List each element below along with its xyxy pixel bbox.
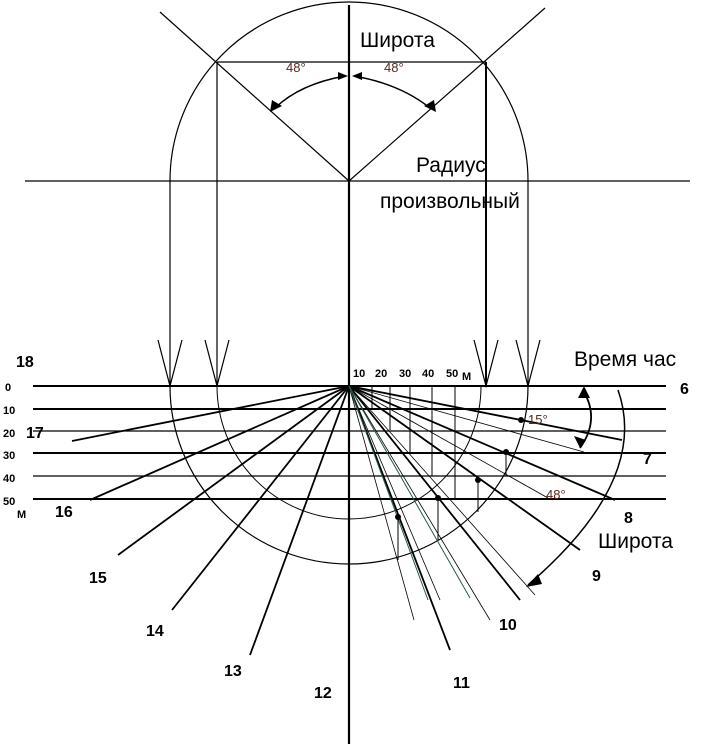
angle-arrow-center-right bbox=[352, 72, 362, 80]
angle-left-label: 48° bbox=[286, 60, 306, 75]
minute-verticals bbox=[371, 386, 456, 499]
angle-arc-left bbox=[274, 75, 346, 109]
hour-label-8: 8 bbox=[624, 510, 633, 527]
hour-label-18: 18 bbox=[16, 354, 34, 371]
hour-label-9: 9 bbox=[592, 568, 601, 585]
angle-arc-right bbox=[353, 75, 431, 109]
marker-ticks bbox=[397, 452, 507, 560]
time-arc-arrow-top bbox=[578, 386, 590, 398]
latitude-label-right: Широта bbox=[598, 530, 673, 553]
outer-lower-ellipse bbox=[169, 386, 529, 565]
angle-right-label: 48° bbox=[384, 60, 404, 75]
angle-arrow-center-left bbox=[338, 72, 348, 80]
angle-arrow-right bbox=[424, 100, 436, 112]
hour-label-7: 7 bbox=[643, 451, 652, 468]
minute-left-10: 10 bbox=[3, 405, 15, 417]
radius-label-line2: произвольный bbox=[380, 190, 520, 213]
hour-label-14: 14 bbox=[146, 623, 164, 640]
latitude-arc-arrow bbox=[526, 574, 542, 587]
hour-label-17: 17 bbox=[26, 425, 44, 442]
angle-48-label: 48° bbox=[546, 487, 566, 502]
hour-label-6: 6 bbox=[680, 381, 689, 398]
minute-left-20: 20 bbox=[3, 428, 15, 440]
minute-top-50: 50 bbox=[446, 368, 458, 380]
minute-top-10: 10 bbox=[353, 368, 365, 380]
time-hour-label: Время час bbox=[574, 348, 676, 371]
radius-label: Радиус bbox=[416, 154, 486, 177]
minute-left-suffix: М bbox=[17, 509, 26, 521]
minute-top-20: 20 bbox=[375, 368, 387, 380]
left-diagonal-line bbox=[159, 11, 350, 182]
time-arc-arrow-bottom bbox=[574, 436, 586, 448]
hour-label-10: 10 bbox=[499, 617, 517, 634]
angle-15-label: 15° bbox=[528, 412, 548, 427]
hour-label-11: 11 bbox=[453, 675, 470, 692]
minute-left-0: 0 bbox=[5, 382, 11, 394]
minute-top-40: 40 bbox=[422, 368, 434, 380]
green-construction-lines bbox=[348, 385, 471, 601]
minute-left-50: 50 bbox=[3, 496, 15, 508]
right-diagonal-line bbox=[348, 7, 546, 182]
outer-arch bbox=[169, 1, 529, 386]
hour-label-16: 16 bbox=[55, 504, 73, 521]
minute-top-30: 30 bbox=[399, 368, 411, 380]
hour-label-12: 12 bbox=[314, 685, 332, 702]
latitude-label-top: Широта bbox=[360, 29, 435, 52]
inner-lower-ellipse bbox=[216, 386, 482, 520]
minute-left-30: 30 bbox=[3, 450, 15, 462]
latitude-arc bbox=[527, 389, 626, 586]
hour-label-13: 13 bbox=[224, 663, 242, 680]
minute-left-40: 40 bbox=[3, 473, 15, 485]
angle-arrow-left bbox=[270, 100, 282, 112]
thin-construction-lines bbox=[348, 385, 585, 621]
minute-top-suffix: М bbox=[462, 371, 471, 383]
hour-label-15: 15 bbox=[89, 570, 107, 587]
